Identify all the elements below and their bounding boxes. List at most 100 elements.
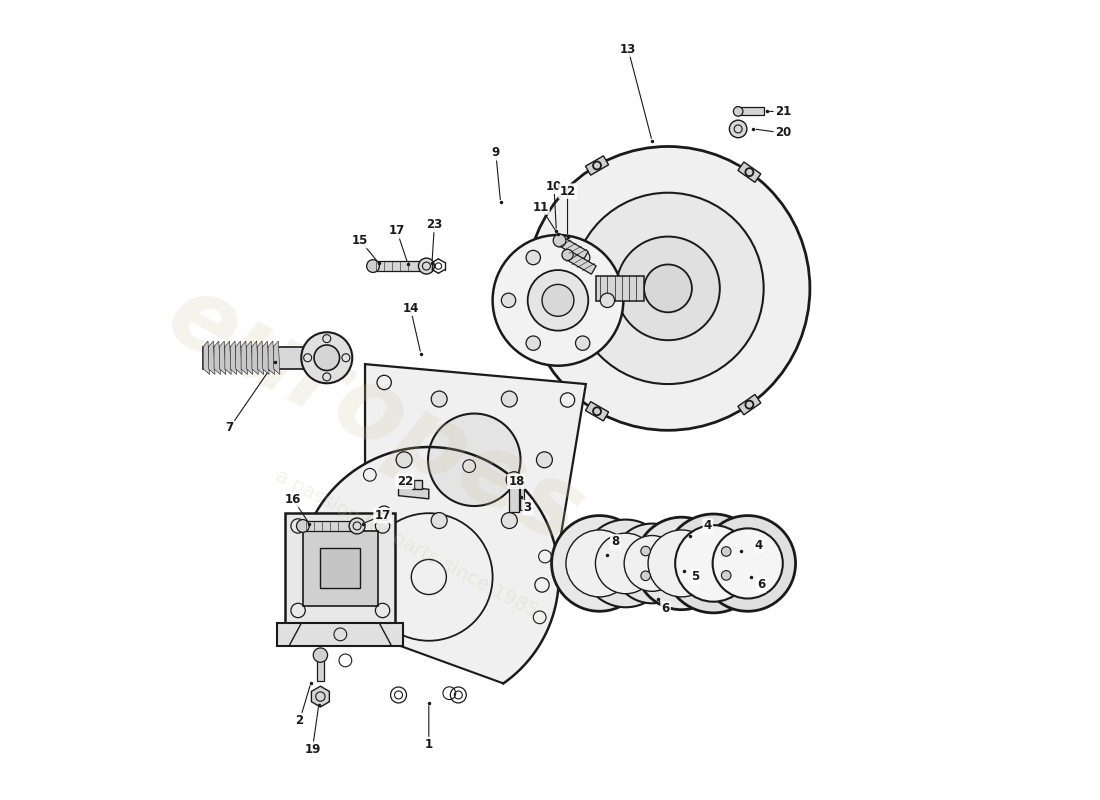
Circle shape [624, 535, 680, 591]
Circle shape [493, 235, 624, 366]
Circle shape [562, 250, 573, 261]
Circle shape [575, 250, 590, 265]
Circle shape [526, 250, 540, 265]
Text: 4: 4 [704, 519, 712, 533]
Text: 2: 2 [296, 714, 304, 727]
Polygon shape [241, 341, 248, 374]
Circle shape [572, 193, 763, 384]
Circle shape [722, 570, 732, 580]
Circle shape [502, 391, 517, 407]
Text: 8: 8 [612, 535, 619, 549]
Polygon shape [204, 341, 210, 374]
Circle shape [645, 265, 692, 312]
Circle shape [641, 571, 650, 581]
Circle shape [431, 391, 448, 407]
Polygon shape [565, 250, 596, 274]
Polygon shape [738, 394, 761, 415]
Text: 10: 10 [546, 180, 562, 193]
Circle shape [314, 648, 328, 662]
Circle shape [595, 533, 656, 594]
Polygon shape [365, 364, 586, 601]
Text: 21: 21 [774, 105, 791, 118]
Circle shape [418, 258, 434, 274]
Polygon shape [252, 341, 258, 374]
Text: 14: 14 [403, 302, 419, 315]
Polygon shape [299, 447, 559, 683]
Circle shape [314, 345, 340, 370]
Circle shape [542, 285, 574, 316]
Polygon shape [302, 521, 354, 530]
Polygon shape [509, 480, 519, 512]
Circle shape [553, 234, 565, 247]
Circle shape [729, 120, 747, 138]
Polygon shape [738, 107, 763, 115]
Text: 1: 1 [425, 738, 433, 751]
Text: 20: 20 [774, 126, 791, 139]
Polygon shape [219, 341, 225, 374]
Circle shape [349, 518, 365, 534]
Polygon shape [398, 486, 429, 499]
Circle shape [613, 523, 692, 603]
Circle shape [396, 452, 412, 468]
Polygon shape [268, 341, 275, 374]
Polygon shape [320, 548, 361, 588]
Text: 16: 16 [285, 493, 301, 506]
Circle shape [648, 530, 715, 597]
Polygon shape [317, 655, 323, 681]
Polygon shape [585, 156, 608, 175]
Circle shape [641, 546, 650, 556]
Text: 17: 17 [388, 225, 405, 238]
Polygon shape [263, 341, 270, 374]
Text: 3: 3 [524, 501, 531, 514]
Circle shape [428, 414, 520, 506]
Circle shape [675, 525, 751, 602]
Circle shape [528, 270, 588, 330]
Text: 6: 6 [661, 602, 670, 615]
Circle shape [664, 514, 763, 613]
Text: 9: 9 [492, 146, 499, 159]
Polygon shape [596, 276, 645, 301]
Polygon shape [274, 341, 279, 374]
Polygon shape [246, 341, 253, 374]
Circle shape [575, 336, 590, 350]
Circle shape [700, 515, 795, 611]
Circle shape [502, 513, 517, 529]
Circle shape [722, 546, 732, 556]
Circle shape [734, 106, 742, 116]
Circle shape [636, 517, 728, 610]
Text: 17: 17 [374, 509, 390, 522]
Polygon shape [230, 341, 236, 374]
Text: a passion for parts since 1985: a passion for parts since 1985 [272, 466, 541, 621]
Polygon shape [257, 341, 264, 374]
Polygon shape [373, 262, 421, 271]
Text: 7: 7 [226, 422, 233, 434]
Circle shape [551, 515, 647, 611]
Circle shape [537, 452, 552, 468]
Circle shape [301, 332, 352, 383]
Circle shape [526, 336, 540, 350]
Circle shape [502, 293, 516, 307]
Text: 11: 11 [532, 201, 549, 214]
Circle shape [526, 146, 810, 430]
Text: 22: 22 [397, 475, 412, 488]
Circle shape [506, 472, 522, 488]
Circle shape [713, 528, 783, 598]
Circle shape [297, 519, 309, 532]
Polygon shape [277, 623, 404, 646]
Text: 4: 4 [755, 538, 763, 551]
Text: 19: 19 [305, 742, 320, 756]
Polygon shape [214, 341, 220, 374]
Text: europes: europes [151, 266, 598, 566]
Circle shape [565, 530, 632, 597]
Polygon shape [224, 341, 231, 374]
Polygon shape [235, 341, 242, 374]
Text: 6: 6 [757, 578, 766, 591]
Text: 23: 23 [427, 218, 442, 231]
Polygon shape [415, 480, 422, 490]
Polygon shape [738, 162, 761, 182]
Polygon shape [519, 482, 525, 510]
Circle shape [616, 237, 719, 340]
Text: 18: 18 [508, 475, 525, 488]
Polygon shape [302, 530, 377, 606]
Polygon shape [558, 237, 589, 260]
